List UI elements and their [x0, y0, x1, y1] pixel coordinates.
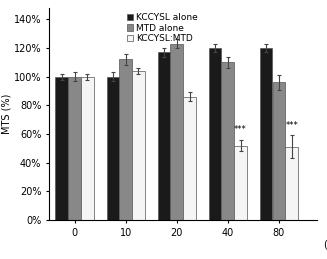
Bar: [68, 77, 81, 220]
Bar: [107, 77, 119, 220]
Bar: [209, 48, 221, 220]
Bar: [221, 62, 234, 220]
Legend: KCCYSL alone, MTD alone, KCCYSL:MTD: KCCYSL alone, MTD alone, KCCYSL:MTD: [126, 12, 198, 44]
Bar: [132, 71, 145, 220]
Bar: [234, 146, 247, 220]
Bar: [260, 48, 272, 220]
Bar: [285, 147, 298, 220]
Text: ***: ***: [234, 125, 247, 134]
Bar: [81, 77, 94, 220]
Bar: [183, 97, 196, 220]
Bar: [56, 77, 68, 220]
Bar: [158, 52, 170, 220]
Bar: [170, 44, 183, 220]
Text: (μM): (μM): [323, 240, 327, 250]
Bar: [119, 59, 132, 220]
Text: ***: ***: [285, 121, 298, 130]
Y-axis label: MTS (%): MTS (%): [1, 94, 11, 134]
Bar: [272, 82, 285, 220]
